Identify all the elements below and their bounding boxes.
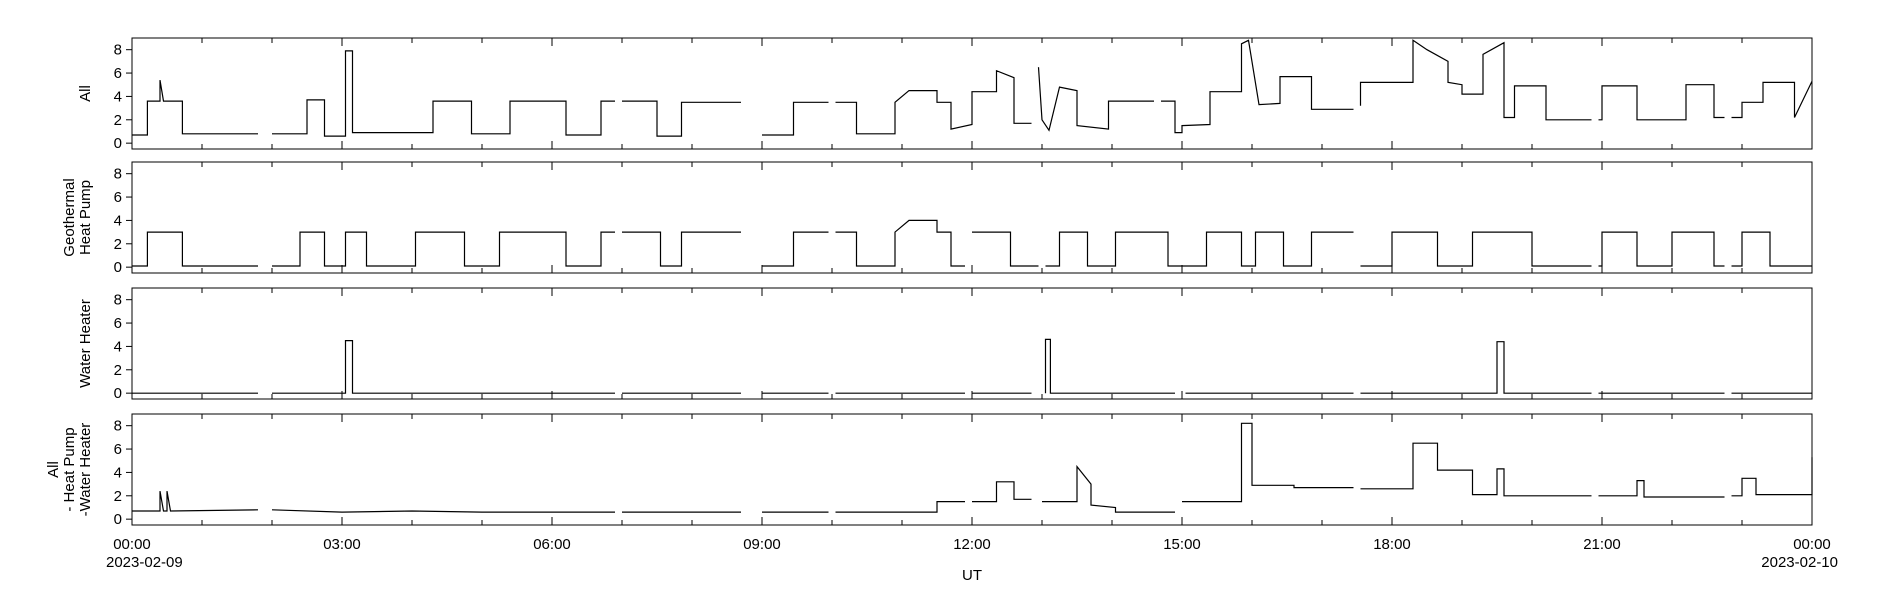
x-axis-label: UT (962, 567, 982, 584)
y-tick-label: 6 (114, 65, 122, 82)
y-tick-label: 0 (114, 511, 122, 528)
x-tick-label: 09:00 (743, 536, 781, 553)
y-axis-label: - Heat Pump (61, 427, 78, 511)
x-tick-label: 21:00 (1583, 536, 1621, 553)
y-tick-label: 0 (114, 385, 122, 402)
y-axis-label: -Water Heater (77, 423, 94, 517)
x-tick-label: 00:00 (1793, 536, 1831, 553)
y-axis-label: All (45, 461, 62, 478)
y-tick-label: 4 (114, 212, 122, 229)
y-tick-label: 8 (114, 42, 122, 59)
series-line-panel-2 (132, 219, 1812, 267)
y-tick-label: 6 (114, 441, 122, 458)
y-tick-label: 8 (114, 418, 122, 435)
x-tick-label: 12:00 (953, 536, 991, 553)
x-tick-label: 15:00 (1163, 536, 1201, 553)
series-line-panel-3 (132, 338, 1812, 394)
y-axis-label: Geothermal (61, 178, 78, 256)
x-start-date: 2023-02-09 (106, 554, 183, 571)
y-axis-label: Heat Pump (77, 180, 94, 255)
series-line-panel-4 (132, 422, 1813, 513)
x-tick-label: 03:00 (323, 536, 361, 553)
x-end-date: 2023-02-10 (1761, 554, 1838, 571)
y-tick-label: 2 (114, 236, 122, 253)
y-tick-label: 0 (114, 135, 122, 152)
y-tick-label: 4 (114, 338, 122, 355)
y-tick-label: 0 (114, 259, 122, 276)
x-tick-label: 18:00 (1373, 536, 1411, 553)
y-axis-label: Water Heater (77, 299, 94, 388)
panel-2-frame (131, 161, 1813, 274)
y-tick-label: 2 (114, 362, 122, 379)
y-tick-label: 2 (114, 112, 122, 129)
y-tick-label: 4 (114, 88, 122, 105)
series-line-panel-1 (132, 39, 1813, 137)
y-tick-label: 2 (114, 488, 122, 505)
y-tick-label: 6 (114, 315, 122, 332)
y-tick-label: 6 (114, 189, 122, 206)
panel-3-frame (131, 287, 1813, 400)
y-axis-label: All (77, 85, 94, 102)
x-tick-label: 06:00 (533, 536, 571, 553)
x-tick-label: 00:00 (113, 536, 151, 553)
y-tick-label: 8 (114, 166, 122, 183)
y-tick-label: 8 (114, 292, 122, 309)
panel-4-frame (131, 413, 1813, 526)
y-tick-label: 4 (114, 464, 122, 481)
